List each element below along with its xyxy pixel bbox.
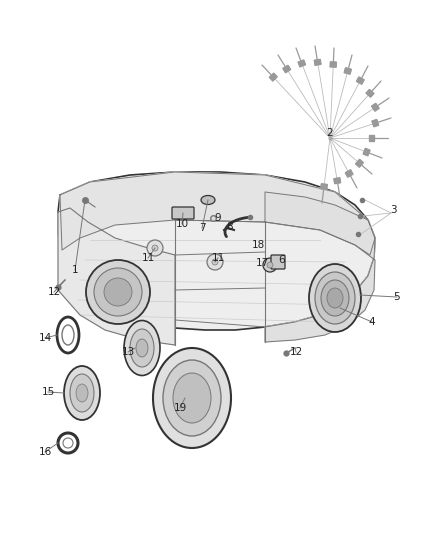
Ellipse shape: [309, 264, 361, 332]
Ellipse shape: [136, 339, 148, 357]
Ellipse shape: [76, 384, 88, 402]
FancyBboxPatch shape: [271, 255, 285, 269]
Ellipse shape: [163, 360, 221, 436]
Ellipse shape: [153, 348, 231, 448]
Text: 12: 12: [47, 287, 60, 297]
Polygon shape: [369, 135, 374, 141]
Polygon shape: [366, 90, 374, 97]
Polygon shape: [298, 60, 306, 67]
Text: 10: 10: [176, 219, 189, 229]
Ellipse shape: [321, 280, 349, 316]
Text: 11: 11: [141, 253, 155, 263]
Polygon shape: [314, 59, 321, 65]
Polygon shape: [265, 192, 375, 342]
Text: 17: 17: [255, 258, 268, 268]
Polygon shape: [372, 119, 378, 127]
Text: 4: 4: [369, 317, 375, 327]
Text: 7: 7: [199, 223, 205, 233]
Polygon shape: [356, 159, 364, 167]
Circle shape: [94, 268, 142, 316]
Polygon shape: [357, 77, 364, 84]
Circle shape: [263, 258, 277, 272]
Text: 12: 12: [290, 347, 303, 357]
Text: 14: 14: [39, 333, 52, 343]
Text: 1: 1: [72, 265, 78, 275]
Text: 19: 19: [173, 403, 187, 413]
Ellipse shape: [130, 329, 154, 367]
Text: 13: 13: [121, 347, 134, 357]
Text: 5: 5: [394, 292, 400, 302]
Ellipse shape: [70, 374, 94, 412]
Polygon shape: [58, 208, 175, 345]
Polygon shape: [345, 170, 353, 177]
Ellipse shape: [124, 320, 160, 376]
Text: 16: 16: [39, 447, 52, 457]
Text: 6: 6: [279, 255, 285, 265]
Text: 9: 9: [215, 213, 221, 223]
Text: 3: 3: [390, 205, 396, 215]
Polygon shape: [269, 73, 277, 81]
Circle shape: [86, 260, 150, 324]
Ellipse shape: [201, 196, 215, 205]
Circle shape: [212, 259, 218, 265]
Polygon shape: [330, 62, 336, 67]
Ellipse shape: [173, 373, 211, 423]
Ellipse shape: [315, 272, 355, 324]
Text: 11: 11: [212, 253, 225, 263]
Polygon shape: [334, 178, 341, 184]
Ellipse shape: [327, 288, 343, 308]
Text: 15: 15: [41, 387, 55, 397]
Text: 8: 8: [227, 222, 233, 232]
Text: 18: 18: [251, 240, 265, 250]
Ellipse shape: [64, 366, 100, 420]
Circle shape: [147, 240, 163, 256]
Polygon shape: [371, 103, 379, 111]
Polygon shape: [344, 68, 351, 74]
Polygon shape: [283, 65, 291, 72]
Polygon shape: [60, 172, 375, 255]
Circle shape: [104, 278, 132, 306]
Text: 2: 2: [327, 128, 333, 138]
Circle shape: [152, 245, 158, 251]
Circle shape: [267, 262, 273, 268]
FancyBboxPatch shape: [172, 207, 194, 219]
Polygon shape: [58, 172, 375, 330]
Circle shape: [207, 254, 223, 270]
Polygon shape: [363, 148, 370, 156]
Polygon shape: [321, 184, 327, 189]
